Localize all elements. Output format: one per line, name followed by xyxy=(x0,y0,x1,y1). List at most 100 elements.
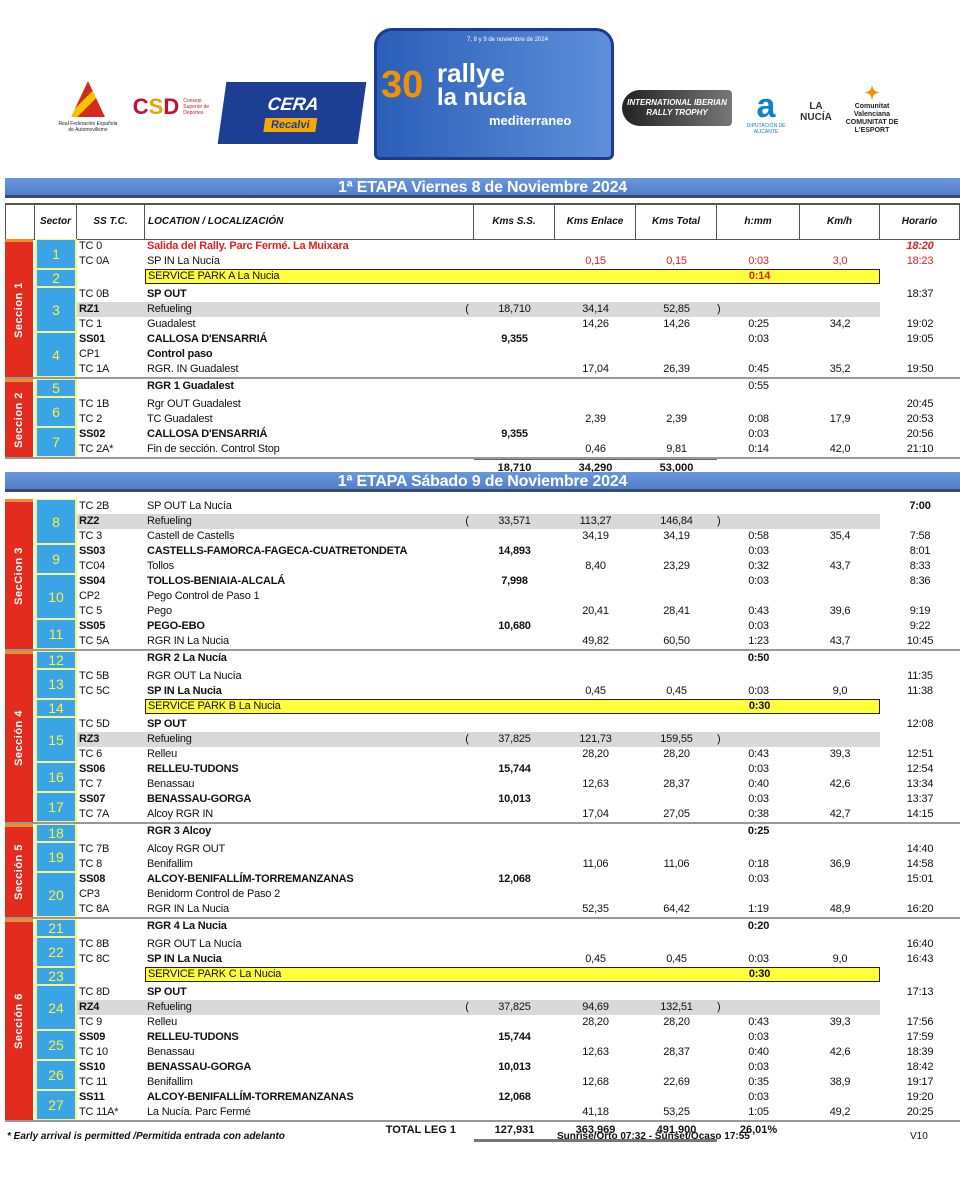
control-code: SS02 xyxy=(79,428,106,440)
hmm xyxy=(717,589,800,604)
kms-total xyxy=(636,287,717,302)
table-row: RZ4 Refueling(37,825 94,69 132,51) xyxy=(77,1000,960,1015)
kms-total xyxy=(636,347,717,362)
location: ALCOY-BENIFALLÍM-TORREMANZANAS xyxy=(147,1091,354,1103)
sector-number: 7 xyxy=(35,427,77,457)
sector-number: 2 xyxy=(35,269,77,287)
kms-ss: 10,013 xyxy=(498,793,531,805)
table-row: TC 0B SP OUT 18:37 xyxy=(77,287,960,302)
hmm: ) xyxy=(717,302,800,317)
total-leg-label: TOTAL LEG 1 xyxy=(385,1124,456,1136)
kms-total: 2,39 xyxy=(666,413,687,425)
kmh xyxy=(800,347,880,362)
hmm: 0:03 xyxy=(748,620,769,632)
horario: 11:38 xyxy=(907,685,933,697)
sector-rows: SERVICE PARK A La Nucia 0:14 xyxy=(77,269,960,287)
sector-number: 10 xyxy=(35,574,77,619)
control-code: TC 10 xyxy=(79,1046,108,1058)
horario xyxy=(880,887,960,902)
kms-enlace xyxy=(555,1030,636,1045)
paren-open xyxy=(460,239,474,254)
horario: 16:20 xyxy=(906,903,934,915)
kmh xyxy=(800,544,880,559)
sector-rows: TC 5D SP OUT 12:08 RZ3 Refueling(37,825 121,7… xyxy=(77,717,960,762)
sector-number: 3 xyxy=(35,287,77,332)
hmm: 0:40 xyxy=(748,1046,769,1058)
kms-total xyxy=(636,762,717,777)
horario: 10:45 xyxy=(906,635,934,647)
total-leg-total: 491,900 xyxy=(636,1122,717,1142)
hmm: 1:23 xyxy=(748,635,769,647)
kms-ss xyxy=(474,634,555,649)
kmh: 39,6 xyxy=(829,605,851,617)
paren-open xyxy=(460,762,474,777)
footer: * Early arrival is permitted /Permitida … xyxy=(5,1131,960,1147)
kms-total xyxy=(636,872,717,887)
location: Control paso xyxy=(147,348,213,360)
horario: 8:01 xyxy=(909,545,931,557)
kms-enlace: 28,20 xyxy=(582,1016,609,1028)
kms-enlace xyxy=(555,1090,636,1105)
sector-list: 12 RGR 2 La Nucía 0:50 13 TC 5B RGR OUT La Nu… xyxy=(35,651,960,822)
kms-total: 9,81 xyxy=(666,443,687,455)
kms-ss xyxy=(474,777,555,792)
hmm: ) xyxy=(717,514,800,529)
paren-open xyxy=(460,1030,474,1045)
control-code: TC 5D xyxy=(79,718,110,730)
sector-rows: SS04 TOLLOS-BENIAIA-ALCALÁ 7,998 0:03 8:36 CP… xyxy=(77,574,960,619)
kmh xyxy=(800,619,880,634)
paren-open xyxy=(460,317,474,332)
section-label: Seccion 2 xyxy=(5,379,33,457)
location: Fin de sección. Control Stop xyxy=(147,443,280,455)
kms-ss: 33,571 xyxy=(474,514,555,529)
kmh: 48,9 xyxy=(829,903,851,915)
kmh xyxy=(800,589,880,604)
kms-ss: 18,710 xyxy=(474,302,555,317)
kms-ss xyxy=(474,1015,555,1030)
location: SP IN La Nucia xyxy=(147,953,222,965)
location: RGR IN La Nucia xyxy=(147,903,229,915)
header-kms-total: Kms Total xyxy=(636,205,717,239)
hmm: 0:43 xyxy=(748,748,769,760)
sector-rows: RGR 3 Alcoy 0:25 xyxy=(77,824,960,842)
kmh xyxy=(800,824,880,839)
kms-total xyxy=(636,1090,717,1105)
day2-schedule: SecCion 3 8 TC 2B SP OUT La Nucía 7:00 RZ2 Ref… xyxy=(5,499,960,1142)
kms-enlace xyxy=(555,762,636,777)
sector-list: 1 TC 0 Salida del Rally. Parc Fermé. La Mu… xyxy=(35,239,960,377)
kms-enlace xyxy=(555,937,636,952)
kms-total: 146,84 xyxy=(636,514,717,529)
kms-total xyxy=(636,669,717,684)
hmm: 0:25 xyxy=(748,318,769,330)
hmm: 0:03 xyxy=(748,1091,769,1103)
kms-enlace xyxy=(555,842,636,857)
la-nucia-logo: LA NUCÍA xyxy=(800,101,832,123)
hmm: 0:50 xyxy=(747,652,770,664)
table-row: RZ1 Refueling(18,710 34,14 52,85) xyxy=(77,302,960,317)
hmm: 0:03 xyxy=(748,333,769,345)
service-park-label: SERVICE PARK A La Nucia xyxy=(148,270,280,282)
kmh xyxy=(800,427,880,442)
paren-open xyxy=(460,807,474,822)
location: RELLEU-TUDONS xyxy=(147,1031,239,1043)
horario: 13:37 xyxy=(906,793,934,805)
kmh xyxy=(800,302,880,317)
hmm xyxy=(717,937,800,952)
kms-total xyxy=(636,792,717,807)
kms-ss xyxy=(474,902,555,917)
location: Guadalest xyxy=(147,318,196,330)
service-park-time: 0:14 xyxy=(748,270,771,282)
table-row: TC 7A Alcoy RGR IN 17,04 27,05 0:38 42,7 14:15 xyxy=(77,807,960,822)
horario xyxy=(880,514,960,529)
kms-total xyxy=(636,427,717,442)
sector-number: 5 xyxy=(35,379,77,397)
sector-block: 11 SS05 PEGO-EBO 10,680 0:03 9:22 TC 5A RGR IN … xyxy=(35,619,960,649)
horario: 17:13 xyxy=(906,986,934,998)
horario xyxy=(880,919,960,934)
horario: 14:15 xyxy=(906,808,934,820)
location: RGR 4 La Nucia xyxy=(147,920,227,932)
sector-rows: SS11 ALCOY-BENIFALLÍM-TORREMANZANAS 12,068… xyxy=(77,1090,960,1120)
sector-block: 27 SS11 ALCOY-BENIFALLÍM-TORREMANZANAS 12,0… xyxy=(35,1090,960,1120)
kmh xyxy=(800,1030,880,1045)
paren-open xyxy=(460,952,474,967)
